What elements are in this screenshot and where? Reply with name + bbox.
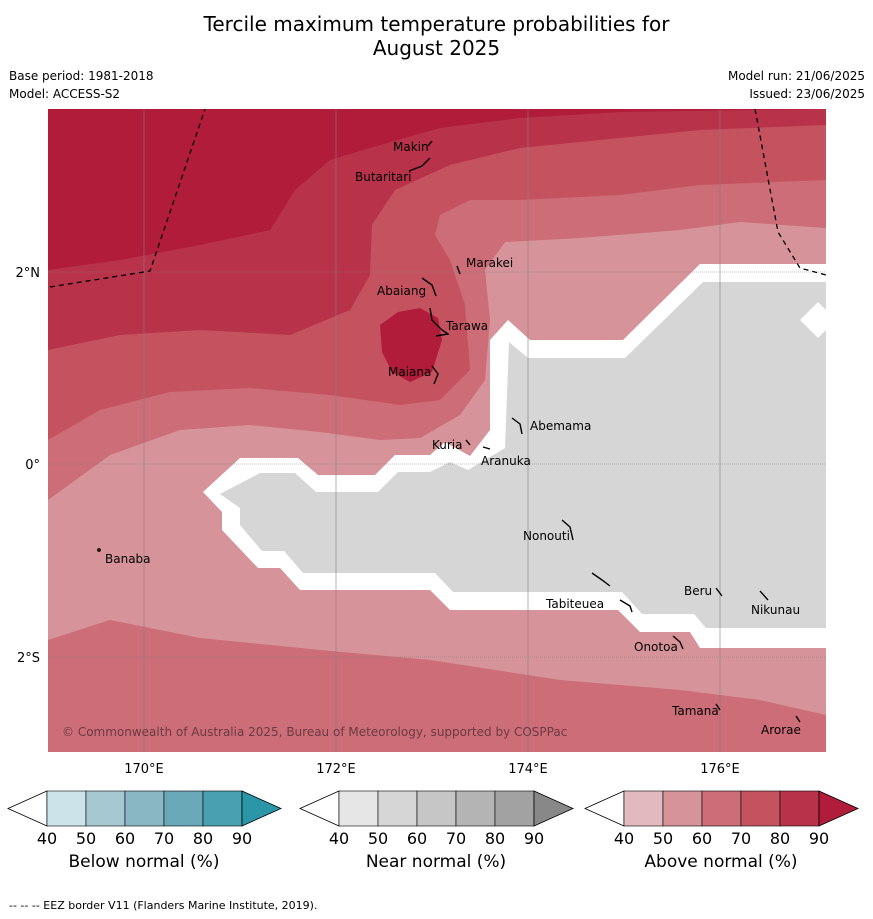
colorbar-tick: 50	[76, 829, 96, 848]
colorbar-low-extend	[7, 790, 48, 827]
model-name: Model: ACCESS-S2	[9, 87, 121, 101]
colorbar-label-below: Below normal (%)	[68, 852, 220, 872]
colorbar-low-extend	[584, 790, 625, 827]
chart-title: Tercile maximum temperature probabilitie…	[0, 12, 873, 60]
colorbar-tick: 60	[692, 829, 712, 848]
colorbar-high-extend	[818, 790, 859, 827]
colorbar-label-near: Near normal (%)	[365, 852, 507, 872]
lon-label: 170°E	[124, 762, 164, 777]
probability-field: Makin Butaritari Marakei Abaiang Tarawa …	[48, 109, 826, 752]
base-period: Base period: 1981-2018	[9, 69, 154, 83]
high-prob-patch	[380, 308, 442, 382]
place-label: Abemama	[530, 419, 591, 433]
near-normal-islet	[800, 302, 826, 338]
colorbar-tick: 40	[37, 829, 57, 848]
lat-label: 2°N	[16, 266, 41, 281]
colorbar-segment	[494, 790, 535, 827]
colorbar-segment	[662, 790, 703, 827]
colorbar-tick: 40	[329, 829, 349, 848]
colorbar-tick: 60	[115, 829, 135, 848]
colorbar-tick: 80	[485, 829, 505, 848]
colorbar-segment	[416, 790, 457, 827]
place-label: Aranuka	[481, 454, 531, 468]
place-label: Maiana	[388, 365, 431, 379]
lon-label: 176°E	[700, 762, 740, 777]
colorbar: 40 50 60 70 80 90	[584, 790, 859, 848]
place-label: Abaiang	[377, 284, 426, 298]
lat-label: 2°S	[17, 651, 40, 666]
colorbar-tick: 50	[368, 829, 388, 848]
place-label: Marakei	[466, 256, 513, 270]
near-normal-region	[220, 282, 826, 628]
colorbar-tick: 70	[446, 829, 466, 848]
model-run: Model run: 21/06/2025	[727, 69, 865, 83]
colorbar-segment	[455, 790, 496, 827]
place-label: Nonouti	[523, 529, 570, 543]
colorbar-segment	[623, 790, 664, 827]
colorbar-tick: 60	[407, 829, 427, 848]
lon-label: 172°E	[316, 762, 356, 777]
place-label: Tamana	[671, 704, 719, 718]
copyright-notice: © Commonwealth of Australia 2025, Bureau…	[62, 725, 567, 739]
colorbar-label-above: Above normal (%)	[644, 852, 798, 872]
place-label: Makin	[393, 140, 429, 154]
place-label: Nikunau	[751, 603, 800, 617]
island-outlines	[97, 140, 801, 723]
place-label: Arorae	[761, 723, 801, 737]
colorbar-segment	[779, 790, 820, 827]
colorbar-segment	[46, 790, 87, 827]
colorbar-segment	[701, 790, 742, 827]
colorbar-tick: 90	[809, 829, 829, 848]
colorbar: 40 50 60 70 80 90	[299, 790, 574, 848]
footer-note: -- -- -- EEZ border V11 (Flanders Marine…	[9, 899, 318, 912]
colorbar-segment	[202, 790, 243, 827]
colorbar: 40 50 60 70 80 90	[7, 790, 282, 848]
meta-left: Base period: 1981-2018 Model: ACCESS-S2	[9, 67, 154, 103]
place-label: Tarawa	[445, 319, 488, 333]
eez-border	[49, 109, 826, 288]
title-line-1: Tercile maximum temperature probabilitie…	[203, 12, 670, 36]
colorbars: 40 50 60 70 80 90 40 50 60 70 80 90 40 50 60 70 80 90	[7, 790, 859, 848]
colorbar-segment	[377, 790, 418, 827]
lat-label: 0°	[25, 458, 40, 473]
place-label: Kuria	[432, 438, 463, 452]
colorbar-high-extend	[533, 790, 574, 827]
issued-date: Issued: 23/06/2025	[749, 87, 865, 101]
longitude-labels: 170°E 172°E 174°E 176°E	[124, 762, 740, 777]
lon-label: 174°E	[508, 762, 548, 777]
place-label: Onotoa	[634, 640, 678, 654]
colorbar-tick: 90	[232, 829, 252, 848]
colorbar-segment	[163, 790, 204, 827]
colorbar-segment	[124, 790, 165, 827]
colorbar-segment	[740, 790, 781, 827]
colorbar-high-extend	[241, 790, 282, 827]
colorbar-low-extend	[299, 790, 340, 827]
colorbar-segment	[85, 790, 126, 827]
colorbar-tick: 50	[653, 829, 673, 848]
colorbar-tick: 80	[770, 829, 790, 848]
place-label: Beru	[684, 584, 712, 598]
place-label: Tabiteuea	[545, 597, 604, 611]
colorbar-tick: 40	[614, 829, 634, 848]
place-labels: Makin Butaritari Marakei Abaiang Tarawa …	[105, 140, 801, 737]
meta-right: Model run: 21/06/2025 Issued: 23/06/2025	[728, 67, 865, 103]
place-label: Banaba	[105, 552, 151, 566]
graticule	[48, 109, 826, 752]
colorbar-tick: 80	[193, 829, 213, 848]
title-line-2: August 2025	[372, 36, 501, 60]
place-label: Butaritari	[355, 170, 412, 184]
colorbar-tick: 90	[524, 829, 544, 848]
colorbar-segment	[338, 790, 379, 827]
colorbar-tick: 70	[731, 829, 751, 848]
latitude-labels: 2°N 0° 2°S	[16, 266, 41, 666]
colorbar-tick: 70	[154, 829, 174, 848]
